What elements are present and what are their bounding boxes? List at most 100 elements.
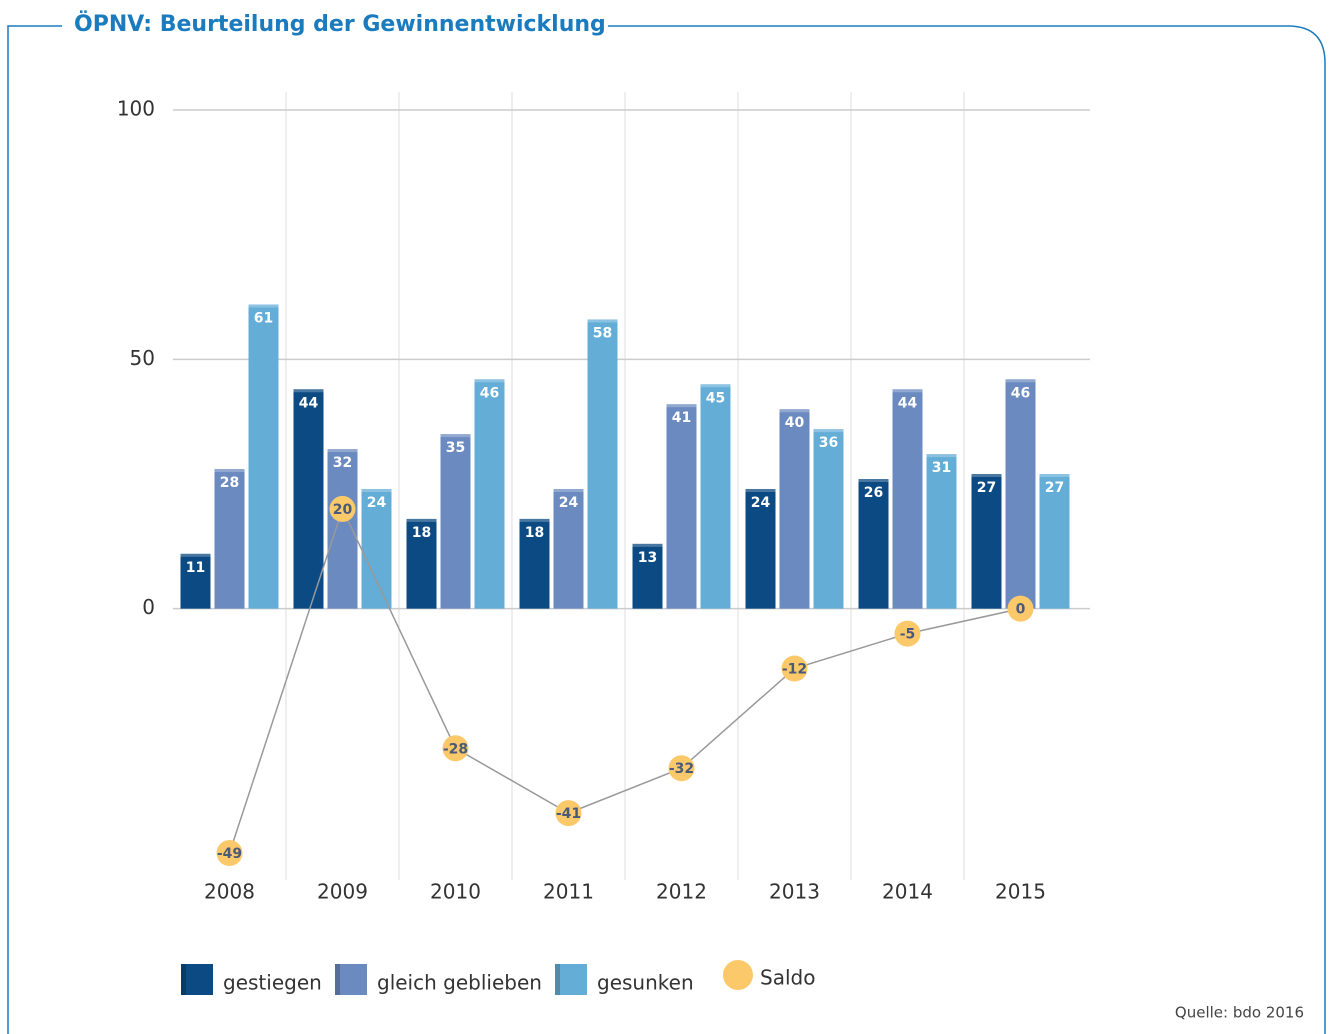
bar-shade <box>926 454 957 458</box>
bar-shade <box>971 474 1002 478</box>
legend-swatch-side <box>555 964 560 995</box>
data-label: 40 <box>785 415 805 431</box>
source: Quelle: bdo 2016 <box>1175 1004 1304 1022</box>
x-tick-label: 2009 <box>317 880 368 904</box>
bar <box>813 429 844 609</box>
bar-shade <box>474 379 505 383</box>
point <box>1007 595 1034 622</box>
frame <box>608 25 1326 1034</box>
bar <box>406 518 437 609</box>
bar <box>858 479 889 609</box>
data-label: 44 <box>299 395 319 411</box>
bar-shade <box>892 389 923 393</box>
bar-shade <box>180 553 211 557</box>
bar-shade <box>745 488 776 492</box>
data-label: 20 <box>333 502 353 518</box>
data-label: 61 <box>254 310 273 326</box>
legend-swatch <box>181 964 213 995</box>
data-label: 36 <box>819 435 838 451</box>
legend-swatch-side <box>335 964 340 995</box>
legend-swatch <box>555 964 587 995</box>
bar <box>248 304 279 609</box>
point <box>329 495 356 522</box>
legend-swatch-side <box>181 964 186 995</box>
bar <box>361 488 392 609</box>
bar <box>553 488 584 609</box>
bar <box>971 474 1002 609</box>
data-label: -41 <box>556 806 581 822</box>
bar <box>440 434 471 609</box>
bar-shade <box>813 429 844 433</box>
bar-shade <box>553 488 584 492</box>
legend-label: gleich geblieben <box>377 971 542 995</box>
bar <box>892 389 923 609</box>
data-label: 18 <box>412 525 431 541</box>
bar <box>1039 474 1070 609</box>
bar <box>700 384 731 609</box>
bar-shade <box>519 518 550 522</box>
bar-shade <box>327 449 358 453</box>
bar <box>293 389 324 609</box>
data-label: 58 <box>593 325 612 341</box>
point <box>442 735 469 762</box>
frame <box>7 25 62 1034</box>
y-tick-label: 0 <box>142 595 155 619</box>
x-tick-label: 2013 <box>769 880 820 904</box>
data-label: 24 <box>367 495 387 511</box>
bar-shade <box>293 389 324 393</box>
bar <box>779 409 810 609</box>
bar <box>474 379 505 609</box>
bar-shade <box>779 409 810 413</box>
legend-swatch <box>335 964 367 995</box>
line <box>228 506 1021 854</box>
point <box>668 755 695 782</box>
legend-label: gesunken <box>597 971 694 995</box>
bar-shade <box>632 543 663 547</box>
x-tick-label: 2015 <box>995 880 1046 904</box>
bar <box>1005 379 1036 609</box>
data-label: 31 <box>932 460 951 476</box>
bar <box>180 553 211 609</box>
data-label: -32 <box>669 761 694 777</box>
bar <box>327 449 358 609</box>
bar-shade <box>214 469 245 473</box>
data-label: -28 <box>443 741 468 757</box>
data-label: 26 <box>864 485 883 501</box>
data-label: 11 <box>186 560 205 576</box>
x-tick-label: 2012 <box>656 880 707 904</box>
x-tick-label: 2011 <box>543 880 594 904</box>
bar <box>926 454 957 609</box>
data-label: 41 <box>672 410 691 426</box>
bar-shade <box>700 384 731 388</box>
bar-shade <box>1005 379 1036 383</box>
x-tick-label: 2014 <box>882 880 933 904</box>
bar-shade <box>248 304 279 308</box>
data-label: 46 <box>480 385 499 401</box>
data-label: 24 <box>751 495 771 511</box>
data-label: 28 <box>220 475 239 491</box>
x-tick-label: 2008 <box>204 880 255 904</box>
bar <box>519 518 550 609</box>
bar <box>745 488 776 609</box>
bar-shade <box>440 434 471 438</box>
x-tick-label: 2010 <box>430 880 481 904</box>
data-label: 45 <box>706 390 725 406</box>
data-label: 18 <box>525 525 544 541</box>
bar <box>214 469 245 609</box>
data-label: -12 <box>782 662 807 678</box>
data-label: 44 <box>898 395 918 411</box>
bar-shade <box>1039 474 1070 478</box>
bar-shade <box>858 479 889 483</box>
bar <box>666 404 697 609</box>
bar <box>632 543 663 609</box>
bar-shade <box>406 518 437 522</box>
legend-label: gestiegen <box>223 971 322 995</box>
data-label: -5 <box>900 627 916 643</box>
data-label: 24 <box>559 495 579 511</box>
chart-title: ÖPNV: Beurteilung der Gewinnentwicklung <box>74 11 606 37</box>
legend-label: Saldo <box>760 966 815 990</box>
point <box>216 840 243 867</box>
data-label: 32 <box>333 455 352 471</box>
legend-swatch <box>723 960 753 990</box>
